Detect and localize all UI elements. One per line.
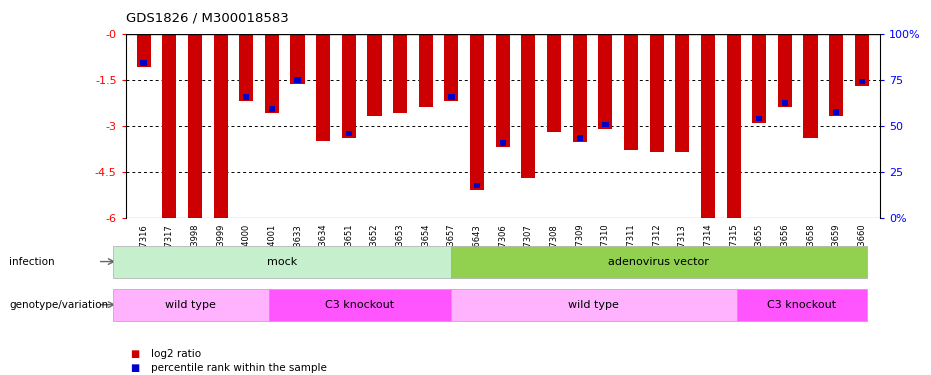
Text: C3 knockout: C3 knockout xyxy=(767,300,836,310)
Bar xyxy=(448,94,454,100)
Bar xyxy=(474,183,480,188)
Bar xyxy=(243,94,250,100)
Bar xyxy=(317,34,331,141)
Text: infection: infection xyxy=(9,256,55,267)
Bar xyxy=(599,34,613,129)
Bar xyxy=(264,34,279,113)
Bar xyxy=(269,106,275,112)
Bar xyxy=(294,77,301,83)
Bar xyxy=(573,34,587,142)
Bar xyxy=(342,34,356,138)
Bar xyxy=(419,34,433,107)
Bar xyxy=(803,34,817,138)
Text: log2 ratio: log2 ratio xyxy=(151,350,201,359)
Bar xyxy=(752,34,766,123)
Bar xyxy=(624,34,638,150)
Bar xyxy=(500,140,506,146)
Text: ■: ■ xyxy=(130,350,140,359)
Bar xyxy=(495,34,510,147)
Bar xyxy=(833,110,840,115)
Text: adenovirus vector: adenovirus vector xyxy=(608,256,709,267)
Bar xyxy=(470,34,484,190)
Bar xyxy=(650,34,664,152)
Bar xyxy=(345,131,352,136)
Bar xyxy=(602,122,609,127)
Bar xyxy=(777,34,792,107)
Bar xyxy=(782,100,788,106)
Text: genotype/variation: genotype/variation xyxy=(9,300,108,310)
Bar xyxy=(213,34,228,218)
Bar xyxy=(188,34,202,218)
Text: wild type: wild type xyxy=(166,300,216,310)
Bar xyxy=(162,34,176,218)
Text: GDS1826 / M300018583: GDS1826 / M300018583 xyxy=(126,11,289,24)
Bar xyxy=(393,34,407,113)
Bar xyxy=(701,34,715,218)
Bar xyxy=(290,34,304,84)
Bar xyxy=(858,79,865,84)
Bar xyxy=(547,34,561,132)
Text: ■: ■ xyxy=(130,363,140,373)
Bar xyxy=(830,34,843,116)
Bar xyxy=(521,34,535,178)
Text: wild type: wild type xyxy=(568,300,619,310)
Bar xyxy=(576,135,583,141)
Bar xyxy=(368,34,382,116)
Bar xyxy=(141,60,147,66)
Text: C3 knockout: C3 knockout xyxy=(325,300,395,310)
Text: percentile rank within the sample: percentile rank within the sample xyxy=(151,363,327,373)
Bar xyxy=(675,34,689,152)
Bar xyxy=(726,34,741,218)
Bar xyxy=(855,34,869,86)
Bar xyxy=(444,34,458,101)
Bar xyxy=(137,34,151,68)
Bar xyxy=(756,116,762,121)
Text: mock: mock xyxy=(266,256,297,267)
Bar xyxy=(239,34,253,101)
